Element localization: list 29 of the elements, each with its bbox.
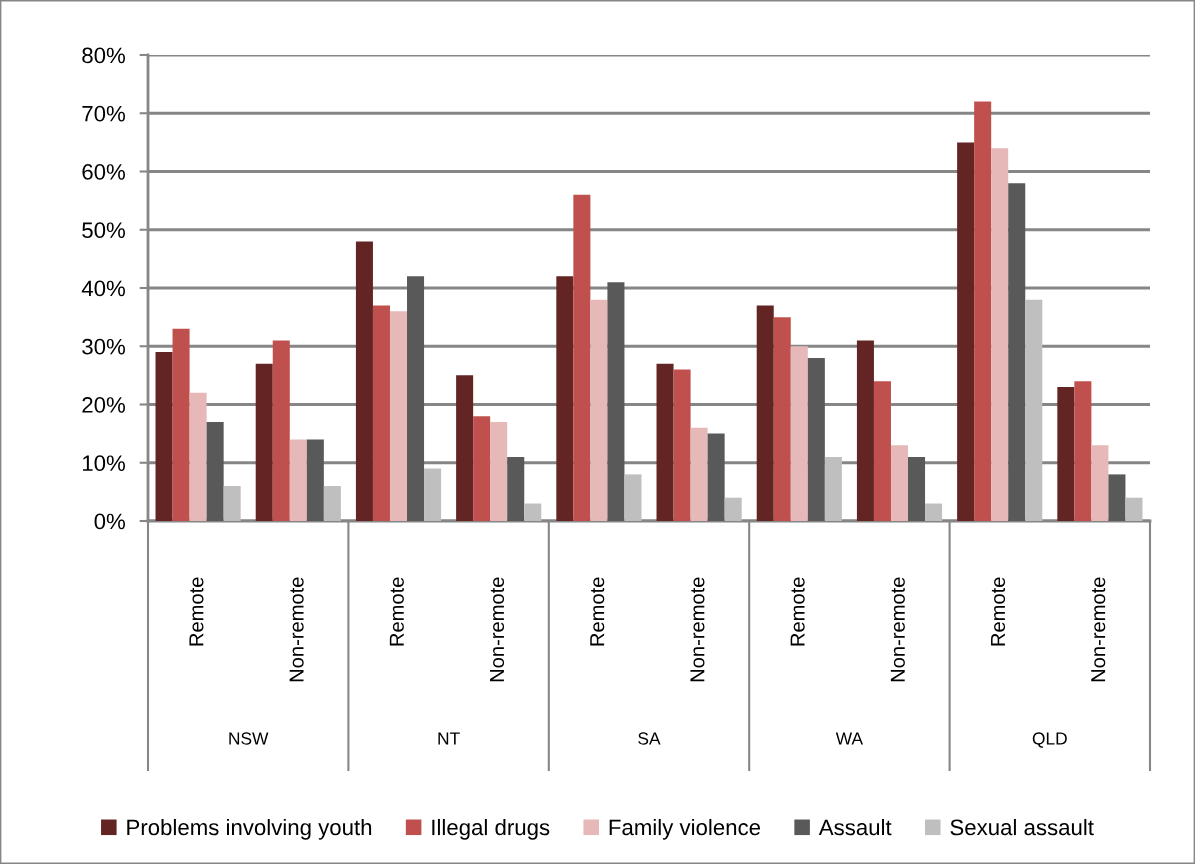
legend-label: Assault (818, 818, 892, 836)
x-tick-label: Remote (991, 577, 1006, 646)
x-tick-label: Remote (790, 577, 805, 646)
legend-label: Family violence (609, 818, 761, 840)
x-tick-label: Remote (590, 577, 605, 646)
text: SA (638, 732, 661, 745)
y-tick-label: 60% (82, 164, 125, 180)
text: NT (438, 732, 460, 745)
x-tick-label: Non-remote (690, 577, 705, 682)
text: WA (835, 732, 864, 745)
x-tick-label: Non-remote (1091, 577, 1106, 682)
y-tick-label: 10% (83, 455, 125, 472)
y-tick-label: 30% (82, 338, 125, 355)
x-tick-label: Remote (389, 577, 404, 646)
x-tick-label: Non-remote (890, 577, 905, 682)
y-tick-label: 70% (82, 105, 125, 122)
x-tick-label: Non-remote (289, 577, 304, 682)
y-tick-label: 0% (94, 513, 125, 530)
y-tick-label: 20% (82, 397, 125, 413)
legend-label: Sexual assault (950, 818, 1094, 836)
text: QLD (1032, 732, 1067, 748)
x-tick-label: Non-remote (490, 577, 505, 682)
y-tick-label: 80% (82, 47, 125, 64)
y-tick-label: 40% (81, 280, 125, 297)
legend-label: Problems involving youth (127, 818, 372, 840)
legend-label: Illegal drugs (432, 818, 550, 840)
y-tick-label: 50% (82, 222, 125, 239)
x-tick-label: Remote (189, 577, 204, 646)
text: NSW (229, 732, 269, 745)
